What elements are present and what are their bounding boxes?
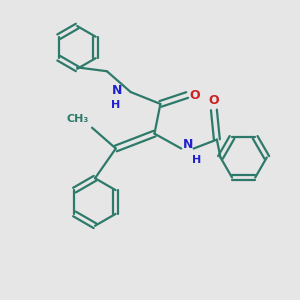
- Text: H: H: [111, 100, 120, 110]
- Text: H: H: [192, 155, 201, 165]
- Text: O: O: [189, 88, 200, 101]
- Text: N: N: [183, 138, 194, 152]
- Text: CH₃: CH₃: [66, 114, 88, 124]
- Text: N: N: [112, 84, 122, 97]
- Text: O: O: [208, 94, 219, 107]
